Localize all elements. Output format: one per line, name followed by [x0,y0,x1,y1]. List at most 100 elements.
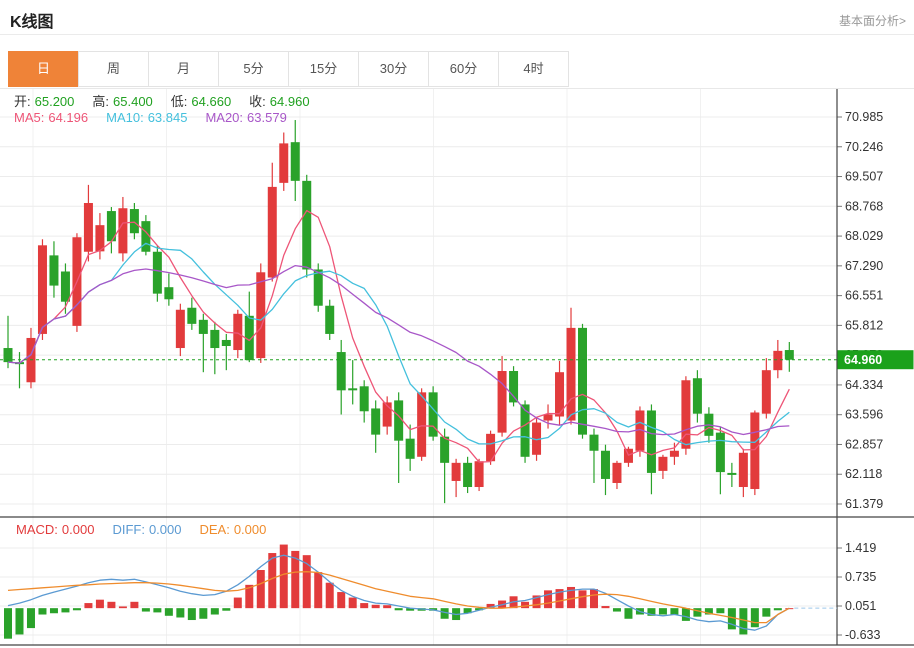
macd-bar [222,608,231,611]
candle-body [371,408,381,435]
price-tick-label: 68.768 [845,199,883,213]
tab-15分[interactable]: 15分 [288,51,359,87]
candle-body [359,386,369,412]
tab-月[interactable]: 月 [148,51,219,87]
candle-body [727,472,737,475]
macd-bar [187,608,196,621]
current-price-badge-label: 64.960 [844,353,882,367]
price-tick-label: 61.379 [845,497,883,511]
macd-bar [739,608,748,635]
macd-bar [118,606,127,609]
candle-body [520,404,530,457]
page-title: K线图 [10,14,54,31]
macd-bar [394,608,403,611]
tab-周[interactable]: 周 [78,51,149,87]
legend-item: MA10: 63.845 [106,110,188,125]
candle-body [405,438,415,459]
macd-bar [647,608,656,616]
period-tab-bar: 日周月 5分 15分 30分 60分 4时 [8,51,569,87]
candle-body [428,392,438,437]
price-tick-label: 62.857 [845,437,883,451]
price-tick-label: 64.334 [845,378,883,392]
ma10-line [7,242,790,446]
macd-bar [84,603,93,609]
macd-bar [302,555,311,609]
macd-bar [383,605,392,609]
legend-item: DIFF: 0.000 [112,522,182,537]
tab-日[interactable]: 日 [8,51,79,87]
tab-60分[interactable]: 60分 [428,51,499,87]
macd-bar [773,608,782,611]
macd-bar [693,608,702,617]
diff-line [7,554,790,631]
price-tick-label: 65.812 [845,318,883,332]
candle-body [463,462,473,488]
candle-body [566,327,576,421]
current-price-badge [837,350,914,370]
macd-bar [291,550,300,609]
candle-body [164,287,174,300]
price-tick-label: 66.551 [845,289,883,303]
candle-body [474,461,484,488]
candle-body [417,392,427,457]
macd-bar [141,608,150,612]
candle-body [302,180,312,270]
candle-body [692,378,702,414]
candle-body [784,350,794,360]
macd-bar [360,603,369,609]
candle-body [313,269,323,306]
candle-body [394,400,404,441]
macd-tick-label: 0.051 [845,599,876,613]
fundamental-analysis-link[interactable]: 基本面分析> [838,14,906,28]
candle-body [37,245,47,334]
candle-body [669,450,679,457]
macd-bar [72,608,81,611]
legend-item: 高: 65.400 [92,94,153,109]
price-tick-label: 70.985 [845,110,883,124]
macd-bar [727,608,736,630]
price-tick-label: 62.118 [845,467,882,481]
candle-body [382,402,392,427]
candle-body [532,422,542,455]
candle-body [761,370,771,414]
candle-body [555,372,565,417]
ma20-line [7,264,790,436]
macd-bar [716,608,725,614]
macd-bar [38,608,47,615]
candle-body [715,432,725,473]
macd-bar [670,608,679,615]
macd-bar [245,584,254,609]
macd-bar [164,608,173,616]
candle-body [773,350,783,371]
tab-4时[interactable]: 4时 [498,51,569,87]
chart-area: 70.985 70.246 69.507 68.768 68.029 67.290 66.5… [0,88,914,648]
kline-chart[interactable]: 70.985 70.246 69.507 68.768 68.029 67.290 66.5… [0,88,914,648]
tab-5分[interactable]: 5分 [218,51,289,87]
macd-bar [475,608,484,611]
macd-bar [704,608,713,615]
candle-body [106,211,116,242]
candle-body [600,450,610,479]
candle-body [336,352,346,391]
candle-body [578,327,587,435]
ma5-line [7,209,790,463]
price-tick-label: 69.507 [845,170,883,184]
macd-bar [210,608,219,615]
candle-body [290,142,300,181]
macd-bar [107,601,116,609]
macd-bar [567,586,576,609]
tab-30分[interactable]: 30分 [358,51,429,87]
macd-bar [612,608,621,612]
ohlc-legend: 开: 65.200 高: 65.400 低: 64.660 收: 64.960 [14,91,328,110]
candle-body [612,462,622,483]
candle-body [95,225,105,252]
macd-bar [532,595,541,609]
candle-body [681,380,691,449]
candle-body [198,319,208,334]
macd-bar [681,608,690,621]
macd-bar [463,608,472,614]
candle-body [325,305,335,334]
price-tick-label: 67.290 [845,259,883,273]
candle-body [129,209,139,234]
